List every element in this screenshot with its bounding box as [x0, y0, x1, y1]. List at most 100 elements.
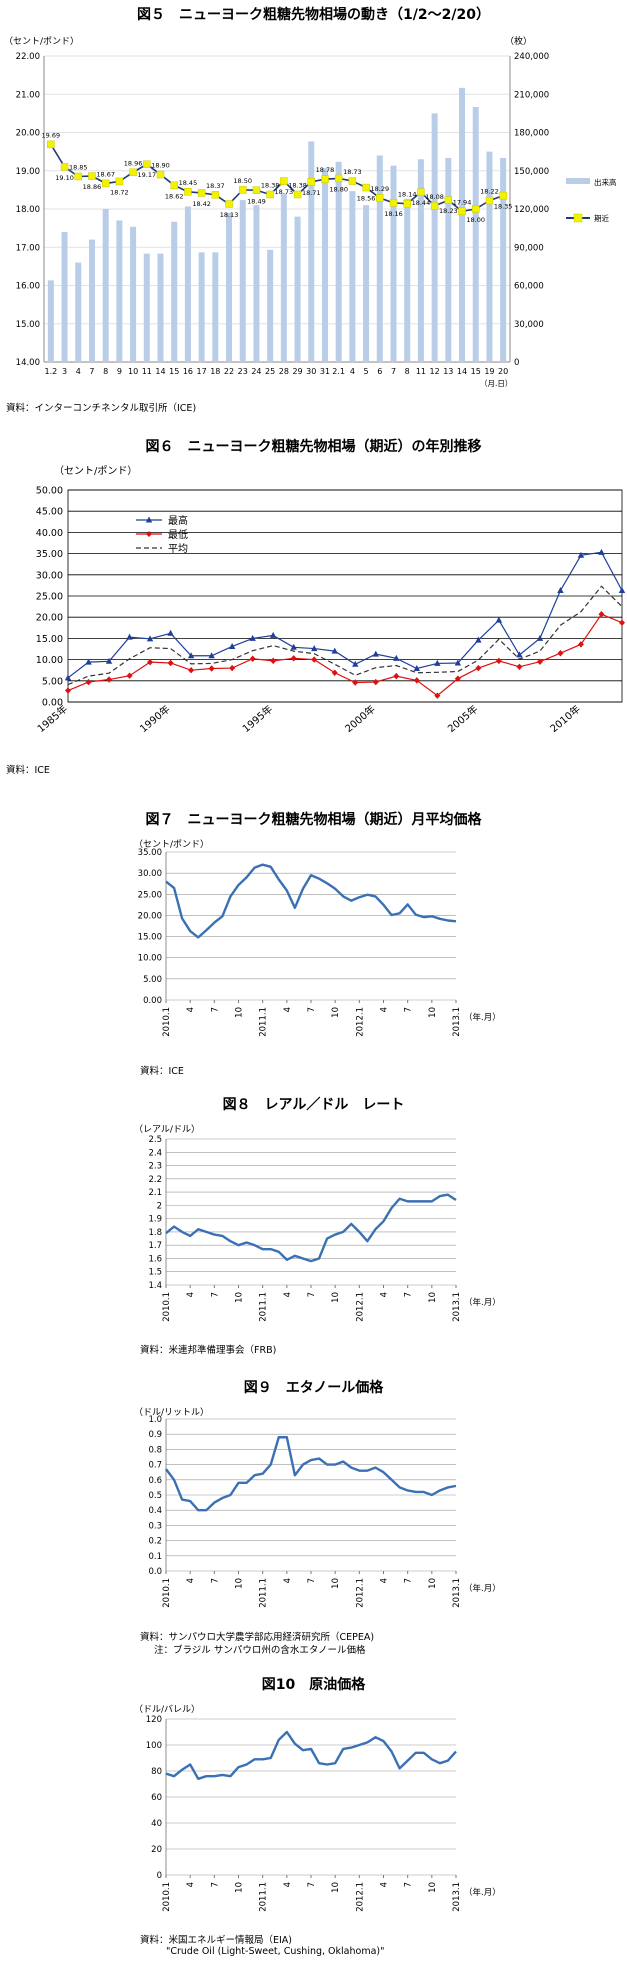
data-label: 18.56: [357, 195, 376, 203]
x-tick-label: 10: [331, 1007, 341, 1018]
x-tick-label: 4: [380, 1578, 390, 1583]
x-tick-label: 2011.1: [259, 1292, 269, 1322]
figure-5-title: 図５ ニューヨーク粗糖先物相場の動き（1/2～2/20）: [137, 7, 490, 23]
y-tick-label-right: 90,000: [514, 243, 544, 253]
x-tick-label: 7: [210, 1007, 220, 1012]
y-tick-label-right: 180,000: [514, 129, 549, 139]
y-tick-label: 15.00: [36, 634, 63, 645]
y-tick-label: 60: [151, 1793, 162, 1803]
y-tick-label: 2.3: [148, 1162, 162, 1172]
x-tick-label: 10: [235, 1882, 245, 1893]
series-point: [270, 657, 277, 665]
series-point: [454, 659, 462, 666]
y-tick-label: 2: [157, 1201, 162, 1211]
y-tick-label-left: 21.00: [16, 90, 40, 100]
x-tick-label: 7: [210, 1578, 220, 1583]
data-label: 18.67: [96, 170, 115, 178]
front-month-point: [321, 175, 329, 183]
y-tick-label: 40: [151, 1819, 162, 1829]
y-tick-label-right: 210,000: [514, 90, 549, 100]
x-tick-label: 2010.1: [162, 1292, 172, 1322]
figure-6-title: 図６ ニューヨーク粗糖先物相場（期近）の年別推移: [145, 439, 482, 455]
volume-bar: [376, 155, 383, 362]
volume-bar: [157, 253, 164, 362]
x-tick-label: 6: [377, 367, 382, 376]
y-tick-label: 100: [146, 1741, 162, 1751]
figure-10-source: 資料：米国エネルギー情報局（EIA): [140, 1935, 293, 1946]
series-point: [64, 674, 72, 681]
x-tick-label: 4: [380, 1292, 390, 1297]
figure-10-title: 図10 原油価格: [261, 1677, 366, 1693]
series-point: [516, 663, 523, 671]
data-label: 18.80: [329, 185, 348, 193]
series-point: [105, 657, 113, 664]
y-tick-label: 50.00: [36, 486, 63, 497]
y-tick-label-right: 150,000: [514, 167, 549, 177]
figure-7-chart: （セント/ポンド） 0.00 5.00 10.00 15.00 20.00 25.00 30.…: [134, 839, 501, 1037]
figure-8-title: 図８ レアル／ドル レート: [222, 1097, 405, 1113]
figure-8-source: 資料：米連邦準備理事会（FRB): [140, 1345, 277, 1356]
legend-label: 最低: [168, 528, 188, 541]
y-tick-label: 30.00: [138, 869, 162, 879]
series-point: [126, 633, 133, 640]
series-point: [290, 655, 297, 662]
data-label: 18.35: [494, 203, 513, 211]
x-tick-label: 24: [251, 367, 261, 376]
x-tick-label: 10: [428, 1007, 438, 1018]
x-tick-label: 29: [292, 367, 302, 376]
front-month-point: [280, 177, 288, 185]
series-point: [208, 652, 215, 659]
series-point: [167, 629, 174, 636]
x-tick-label: 11: [142, 367, 152, 376]
series-point: [393, 672, 400, 680]
series-point: [352, 679, 359, 686]
data-label: 18.96: [124, 159, 143, 167]
y-tick-label: 0.00: [143, 996, 162, 1006]
y-tick-label: 1.4: [148, 1281, 162, 1291]
x-tick-label: 2010年: [547, 702, 583, 735]
volume-bar: [226, 212, 233, 362]
y-tick-label: 0.9: [148, 1430, 162, 1440]
series-line: [165, 1730, 457, 1781]
data-label: 18.38: [261, 181, 280, 189]
series-point: [249, 655, 256, 662]
x-tick-label: 2013.1: [452, 1292, 462, 1322]
y-tick-label-left: 19.00: [16, 167, 40, 177]
x-tick-label: 7: [391, 367, 396, 376]
volume-bar: [267, 249, 274, 362]
x-tick-label: 10: [428, 1882, 438, 1893]
x-tick-label: 10: [331, 1578, 341, 1589]
y-tick-label: 10.00: [138, 954, 162, 964]
data-label: 18.00: [466, 216, 485, 224]
volume-bar: [88, 239, 95, 362]
x-tick-label: 7: [307, 1292, 317, 1297]
x-tick-label: 10: [331, 1882, 341, 1893]
series-point: [311, 645, 318, 652]
series-point: [434, 659, 441, 666]
volume-bar: [47, 280, 54, 362]
y-tick-label: 45.00: [36, 507, 63, 518]
x-tick-label: 4: [186, 1007, 196, 1012]
x-tick-label: 11: [416, 367, 426, 376]
y-tick-label: 80: [151, 1767, 162, 1777]
y-axis-title: （セント/ポンド）: [134, 839, 209, 850]
x-tick-label: 10: [235, 1007, 245, 1018]
data-label: 18.29: [370, 185, 389, 193]
series-point: [577, 551, 585, 558]
front-month-point: [499, 191, 507, 200]
data-label: 18.22: [480, 188, 499, 196]
legend-label-volume: 出来高: [594, 177, 617, 187]
volume-bar: [61, 231, 68, 362]
series-point: [516, 651, 523, 658]
front-month-point: [430, 202, 439, 210]
x-tick-label: 28: [279, 367, 289, 376]
y-tick-label: 0.00: [42, 698, 63, 709]
x-tick-label: 8: [405, 367, 410, 376]
y-tick-label: 0.2: [148, 1537, 162, 1547]
x-tick-label: 7: [404, 1578, 414, 1583]
x-tick-label: 7: [89, 367, 94, 376]
x-tick-label: 1990年: [137, 702, 173, 735]
y-tick-label: 25.00: [138, 890, 162, 900]
x-tick-label: 10: [331, 1292, 341, 1303]
y-tick-label: 2.2: [148, 1175, 162, 1185]
